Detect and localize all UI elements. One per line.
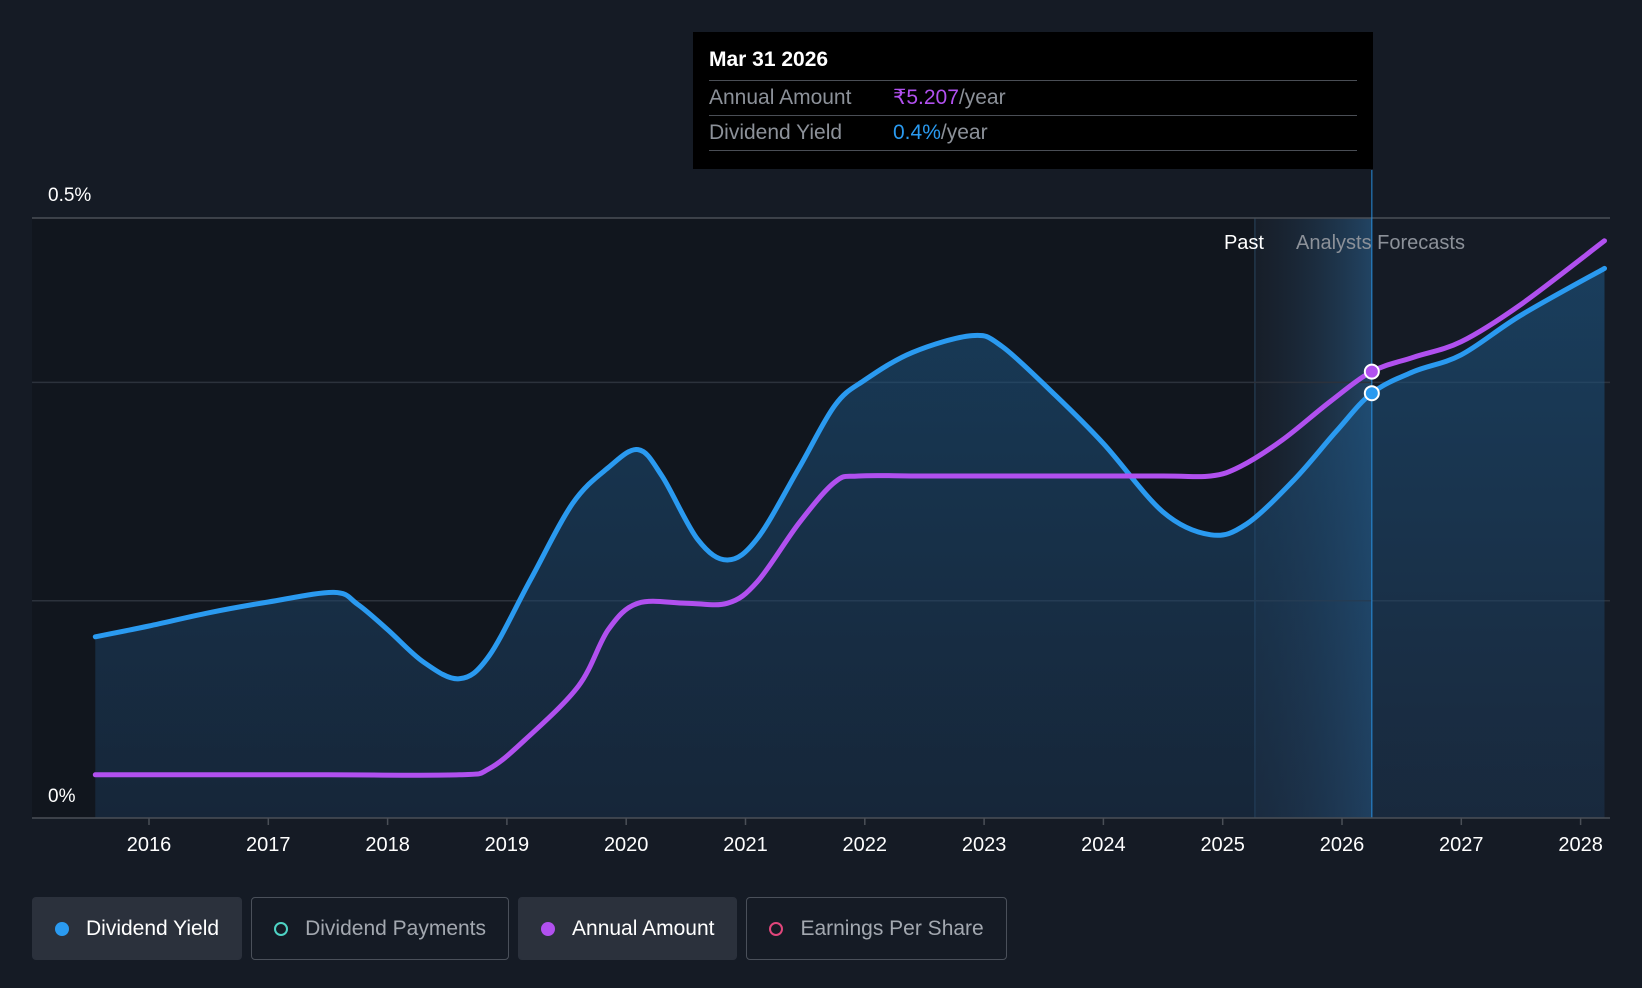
chart-tooltip: Mar 31 2026 Annual Amount ₹5.207/year Di… <box>693 32 1373 169</box>
x-tick-label: 2022 <box>843 834 888 856</box>
x-tick-label: 2019 <box>485 834 530 856</box>
legend-label: Dividend Yield <box>86 916 220 940</box>
tooltip-label: Annual Amount <box>709 86 852 109</box>
x-tick-label: 2024 <box>1081 834 1126 856</box>
x-tick-label: 2020 <box>604 834 649 856</box>
tooltip-suffix: /year <box>940 121 988 144</box>
x-tick-label: 2025 <box>1200 834 1245 856</box>
x-tick-label: 2018 <box>365 834 410 856</box>
legend-annual-amount[interactable]: Annual Amount <box>518 897 738 960</box>
forecast-label: Analysts Forecasts <box>1296 232 1465 254</box>
legend-dividend-yield[interactable]: Dividend Yield <box>32 897 243 960</box>
legend: Dividend Yield Dividend Payments Annual … <box>32 897 1007 960</box>
earnings-per-share-ring-icon <box>769 921 784 936</box>
tooltip-label: Dividend Yield <box>709 121 843 144</box>
legend-label: Earnings Per Share <box>800 916 984 940</box>
legend-label: Dividend Payments <box>305 916 487 940</box>
x-tick-label: 2026 <box>1320 834 1365 856</box>
x-tick-label: 2016 <box>127 834 172 856</box>
tooltip-row-dividend-yield: Dividend Yield 0.4%/year <box>709 116 1357 151</box>
tooltip-value: ₹5.207 <box>893 86 959 109</box>
x-tick-label: 2021 <box>723 834 768 856</box>
tooltip-row-annual-amount: Annual Amount ₹5.207/year <box>709 81 1357 116</box>
legend-earnings-per-share[interactable]: Earnings Per Share <box>746 897 1007 960</box>
dividend-payments-ring-icon <box>274 921 289 936</box>
dividend-yield-area <box>95 268 1605 818</box>
tooltip-suffix: /year <box>958 86 1006 109</box>
tooltip-value: 0.4% <box>893 121 941 144</box>
dividend-yield-dot-icon <box>55 921 69 936</box>
x-tick-label: 2023 <box>962 834 1007 856</box>
y-tick-label-top: 0.5% <box>48 185 91 206</box>
dividend-yield-line <box>92 265 1607 682</box>
annual-amount-marker <box>1363 363 1380 380</box>
tooltip-date: Mar 31 2026 <box>709 46 1357 81</box>
dividend-yield-marker <box>1363 385 1380 402</box>
legend-dividend-payments[interactable]: Dividend Payments <box>251 897 510 960</box>
past-label: Past <box>1224 232 1264 254</box>
x-tick-label: 2017 <box>246 834 291 856</box>
y-tick-label-bottom: 0% <box>48 786 76 807</box>
annual-amount-dot-icon <box>541 921 556 936</box>
x-tick-label: 2027 <box>1439 834 1484 856</box>
x-tick-label: 2028 <box>1558 834 1603 856</box>
annual-amount-line <box>92 238 1607 778</box>
legend-label: Annual Amount <box>572 916 715 940</box>
